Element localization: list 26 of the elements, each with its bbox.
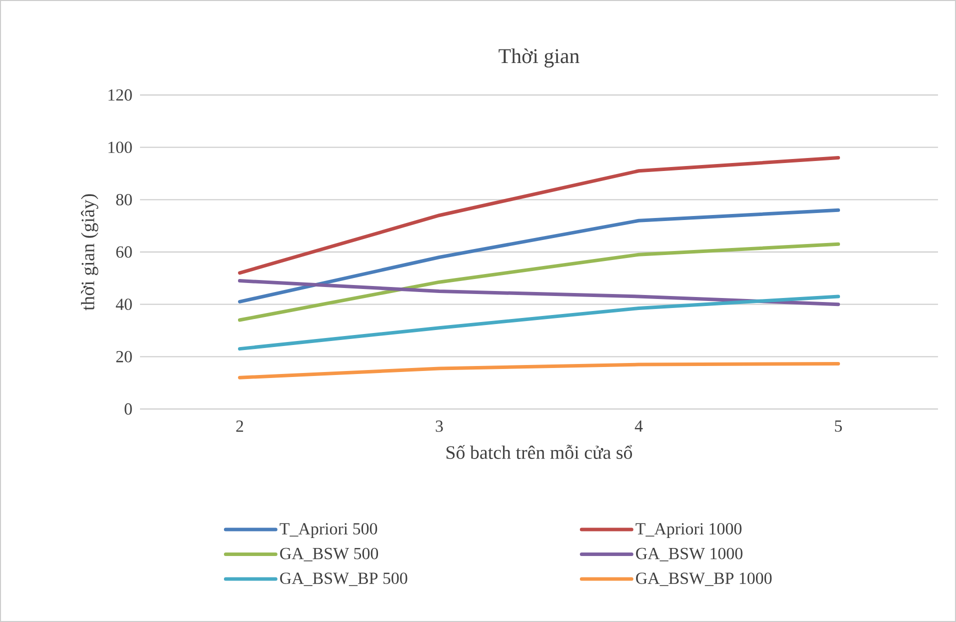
y-tick-label: 120 [108,89,132,101]
y-tick-label: 20 [116,350,132,362]
x-tick-label: 4 [634,420,643,432]
legend-label: T_Apriori 500 [280,523,378,538]
x-tick-label: 5 [835,420,842,432]
legend-label: T_Apriori 1000 [636,523,742,538]
chart-title: Thời gian [498,48,580,68]
line-series [238,156,840,275]
legend-label: GA_BSW_BP 500 [280,572,408,586]
x-axis-title: Số batch trên mỗi cửa sổ [446,444,632,459]
legend-label: GA_BSW 500 [280,548,378,562]
y-tick-label: 80 [116,194,132,206]
line-series [238,208,840,304]
line-series [238,294,840,351]
line-series [238,242,840,322]
line-series [238,279,840,306]
y-tick-label: 40 [116,298,132,310]
y-tick-label: 100 [108,142,132,154]
x-tick-label: 2 [236,420,244,432]
legend-label: GA_BSW_BP 1000 [636,572,772,586]
y-tick-label: 0 [124,403,132,415]
y-tick-label: 60 [116,246,132,258]
y-axis-title: thời gian (giây) [80,194,98,310]
x-tick-label: 3 [436,420,443,432]
line-series [238,362,840,380]
legend-label: GA_BSW 1000 [636,548,742,562]
